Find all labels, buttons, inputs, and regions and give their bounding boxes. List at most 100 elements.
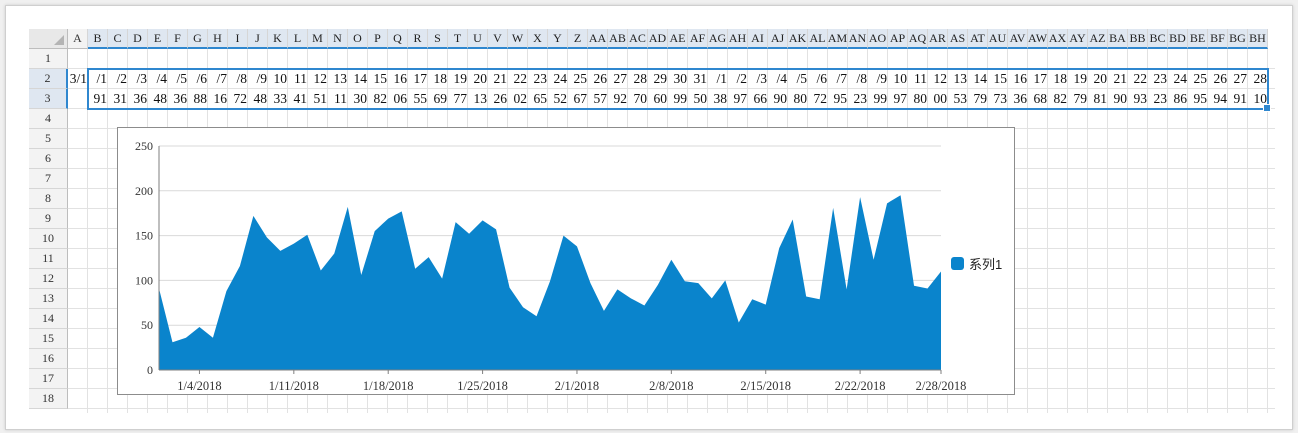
cell[interactable]: 57 [593,91,608,106]
cell[interactable]: 16 [393,71,408,86]
cell[interactable]: 82 [373,91,388,106]
column-header[interactable]: AJ [768,29,788,49]
cell[interactable]: 23 [1153,71,1168,86]
row-header[interactable]: 11 [29,249,68,269]
row-header[interactable]: 7 [29,169,68,189]
cell[interactable]: 80 [793,91,808,106]
cell[interactable]: 20 [473,71,488,86]
column-header[interactable]: W [508,29,528,49]
cell[interactable]: 25 [573,71,588,86]
cell[interactable]: 26 [593,71,608,86]
column-header[interactable]: AC [628,29,648,49]
cell[interactable]: 86 [1173,91,1188,106]
cell[interactable]: 18 [433,71,448,86]
cell[interactable]: 68 [1033,91,1048,106]
column-header[interactable]: BA [1108,29,1128,49]
column-header[interactable]: N [328,29,348,49]
area-chart[interactable]: 0 50 100 150 200 250 1/4/2018 1/11/2018 1/18/201… [117,127,1015,395]
column-header[interactable]: AS [948,29,968,49]
column-header[interactable]: K [268,29,288,49]
cell[interactable]: 13 [333,71,348,86]
cell[interactable]: 80 [913,91,928,106]
cell[interactable]: 26 [1213,71,1228,86]
cell[interactable]: 10 [1253,91,1268,106]
column-header[interactable]: AR [928,29,948,49]
cell[interactable]: 02 [513,91,528,106]
cell[interactable]: 36 [1013,91,1028,106]
row-header[interactable]: 16 [29,349,68,369]
column-header[interactable]: AU [988,29,1008,49]
cell[interactable]: 48 [253,91,268,106]
column-header[interactable]: Y [548,29,568,49]
cell[interactable]: 88 [193,91,208,106]
cell[interactable]: 06 [393,91,408,106]
cell[interactable]: 21 [1113,71,1128,86]
cell[interactable]: 11 [334,91,347,106]
column-header[interactable]: AI [748,29,768,49]
column-header[interactable]: A [68,29,88,49]
cell[interactable]: 11 [914,71,927,86]
cell[interactable]: 97 [733,91,748,106]
cell[interactable]: 94 [1213,91,1228,106]
cell[interactable]: 66 [753,91,768,106]
cell[interactable]: /5 [796,71,807,86]
cell[interactable]: 70 [633,91,648,106]
cell[interactable]: 38 [713,91,728,106]
cell[interactable]: /7 [216,71,227,86]
cell[interactable]: 29 [653,71,668,86]
cell[interactable]: /3 [136,71,147,86]
cell[interactable]: 33 [273,91,288,106]
column-header[interactable]: AT [968,29,988,49]
column-header[interactable]: BG [1228,29,1248,49]
column-header[interactable]: AE [668,29,688,49]
cell[interactable]: 11 [294,71,307,86]
cell[interactable]: 19 [453,71,468,86]
cell[interactable]: 91 [93,91,108,106]
cell[interactable]: 82 [1053,91,1068,106]
cell[interactable]: 99 [673,91,688,106]
column-header[interactable]: AM [828,29,848,49]
column-header[interactable]: BH [1248,29,1268,49]
cell[interactable]: /8 [236,71,247,86]
cell[interactable]: 17 [413,71,428,86]
row-header[interactable]: 9 [29,209,68,229]
cell[interactable]: 91 [1233,91,1248,106]
row-header[interactable]: 18 [29,389,68,409]
column-header[interactable]: B [88,29,108,49]
cell[interactable]: 22 [1133,71,1148,86]
cell[interactable]: 15 [373,71,388,86]
cell[interactable]: 25 [1193,71,1208,86]
column-header[interactable]: AY [1068,29,1088,49]
cell[interactable]: 41 [293,91,308,106]
cell[interactable]: 27 [613,71,628,86]
cell[interactable]: /6 [196,71,207,86]
row-header[interactable]: 6 [29,149,68,169]
cell[interactable]: 67 [573,91,588,106]
column-header[interactable]: U [468,29,488,49]
column-header[interactable]: AK [788,29,808,49]
cell[interactable]: 22 [513,71,528,86]
cell[interactable]: 14 [973,71,988,86]
cell[interactable]: 30 [673,71,688,86]
cell[interactable]: 19 [1073,71,1088,86]
cell[interactable]: 12 [933,71,948,86]
column-header[interactable]: AW [1028,29,1048,49]
cell[interactable]: /8 [856,71,867,86]
column-header[interactable]: L [288,29,308,49]
cell[interactable]: 48 [153,91,168,106]
cell[interactable]: 72 [813,91,828,106]
row-header[interactable]: 12 [29,269,68,289]
column-header[interactable]: E [148,29,168,49]
column-header[interactable]: F [168,29,188,49]
cell[interactable]: 31 [693,71,708,86]
cell[interactable]: 14 [353,71,368,86]
cell[interactable]: 28 [633,71,648,86]
column-header[interactable]: AO [868,29,888,49]
chart-legend[interactable]: 系列1 [951,254,1002,273]
cell[interactable]: /5 [176,71,187,86]
cell[interactable]: 12 [313,71,328,86]
column-header[interactable]: Q [388,29,408,49]
column-header[interactable]: J [248,29,268,49]
column-header[interactable]: AA [588,29,608,49]
column-header[interactable]: T [448,29,468,49]
